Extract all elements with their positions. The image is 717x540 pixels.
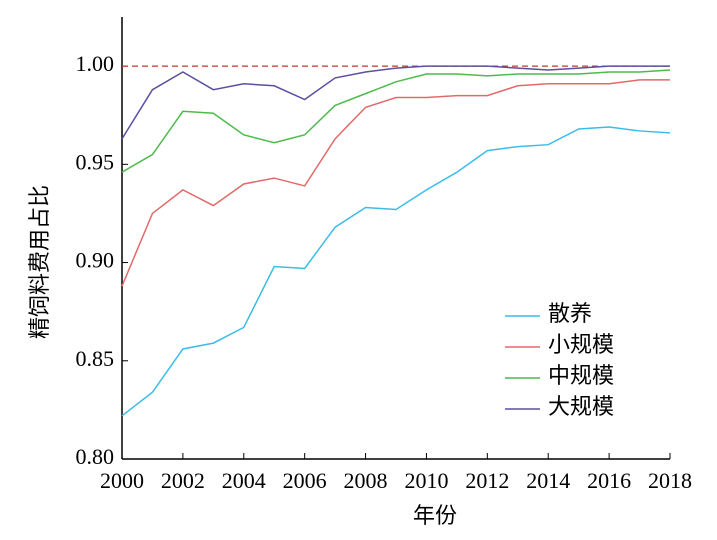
x-tick-label: 2002 xyxy=(161,468,205,493)
series-line xyxy=(121,126,671,417)
y-tick-label: 0.90 xyxy=(76,248,115,273)
y-tick-label: 0.95 xyxy=(76,149,115,174)
series-line xyxy=(121,65,670,140)
series-line xyxy=(121,69,671,173)
legend-label: 小规模 xyxy=(548,332,614,357)
x-tick-label: 2010 xyxy=(404,468,448,493)
y-tick-label: 1.00 xyxy=(76,51,115,76)
x-tick-label: 2008 xyxy=(344,468,388,493)
legend-label: 大规模 xyxy=(548,394,614,419)
x-axis-label: 年份 xyxy=(413,503,457,528)
x-tick-label: 2006 xyxy=(283,468,327,493)
y-axis-label: 精饲料费用占比 xyxy=(27,185,52,339)
legend-label: 散养 xyxy=(548,301,592,326)
x-tick-label: 2018 xyxy=(648,468,692,493)
legend-label: 中规模 xyxy=(548,363,614,388)
x-tick-label: 2000 xyxy=(100,468,144,493)
series-line xyxy=(121,79,670,287)
y-tick-label: 0.85 xyxy=(76,346,115,371)
x-tick-label: 2016 xyxy=(587,468,631,493)
y-tick-label: 0.80 xyxy=(76,444,115,469)
x-tick-label: 2012 xyxy=(465,468,509,493)
x-tick-label: 2004 xyxy=(222,468,266,493)
x-tick-label: 2014 xyxy=(526,468,570,493)
